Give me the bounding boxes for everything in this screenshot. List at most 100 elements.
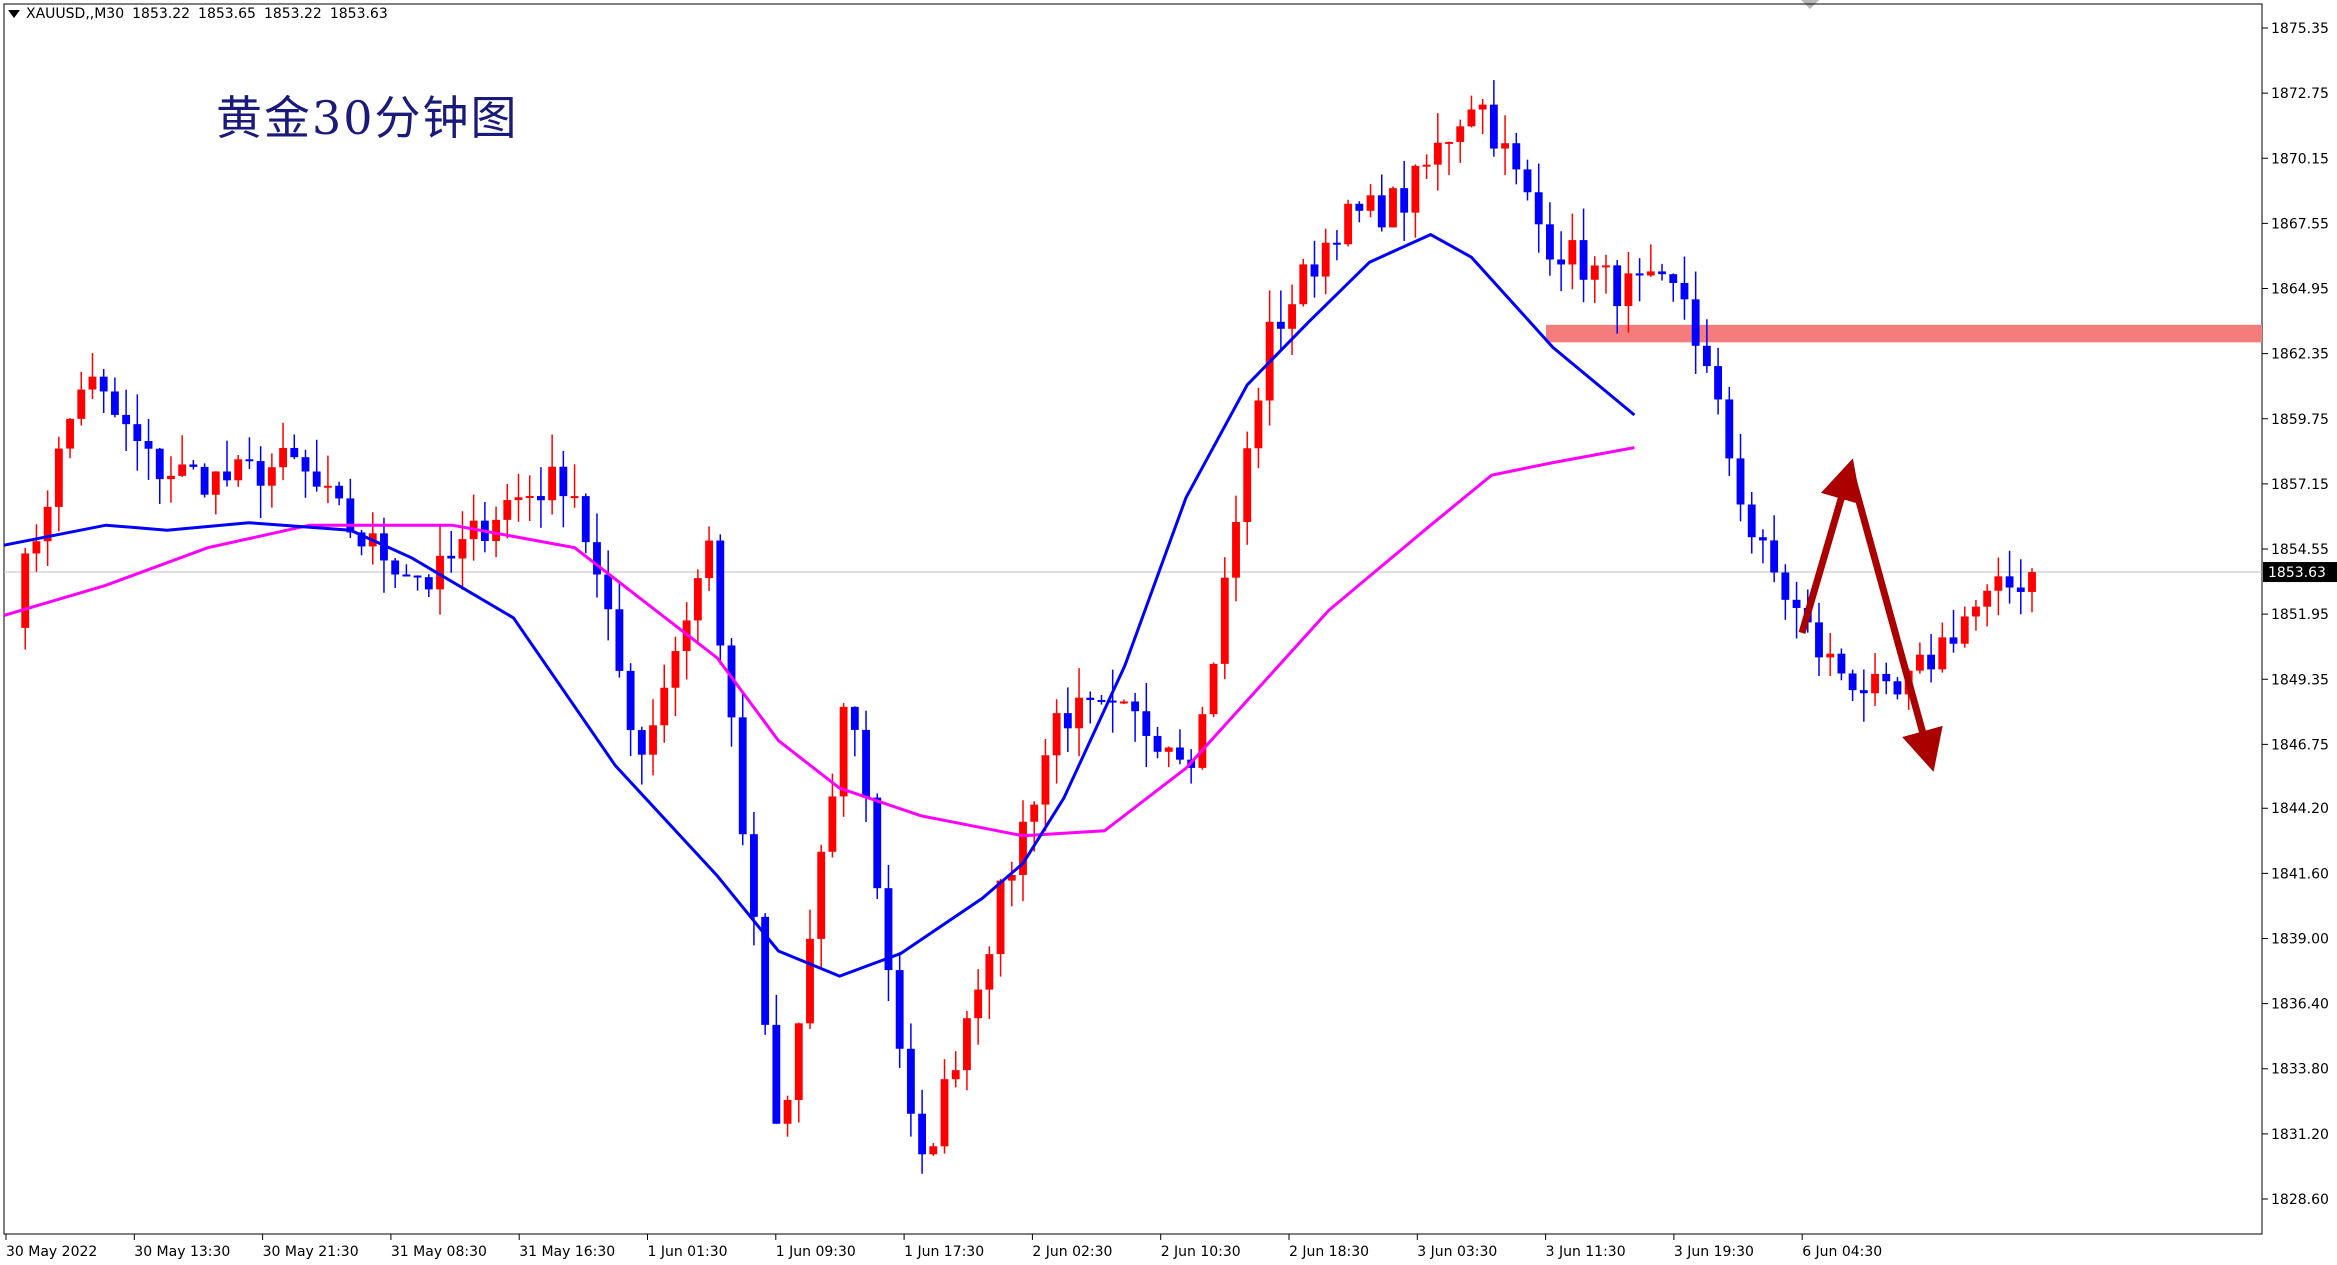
x-tick-label: 3 Jun 11:30 <box>1546 1244 1626 1260</box>
x-tick-label: 30 May 13:30 <box>134 1244 230 1260</box>
y-tick-label: 1872.75 <box>2271 86 2329 102</box>
candle-body <box>929 1146 938 1155</box>
candle-body <box>716 540 725 646</box>
candle-body <box>951 1070 960 1080</box>
candle-body <box>43 506 52 542</box>
y-tick-label: 1839.00 <box>2271 931 2329 947</box>
candle-body <box>1669 274 1678 283</box>
x-tick-label: 2 Jun 18:30 <box>1289 1244 1369 1260</box>
x-tick-label: 2 Jun 10:30 <box>1161 1244 1241 1260</box>
candle-body <box>626 670 635 731</box>
candle-body <box>1646 271 1655 276</box>
candle-body <box>1983 590 1992 607</box>
candle-body <box>1164 747 1173 752</box>
candle-body <box>413 575 422 578</box>
candle-body <box>312 471 321 487</box>
candle-body <box>1759 537 1767 541</box>
candle-body <box>1019 821 1027 875</box>
candle-body <box>1770 540 1779 573</box>
y-tick-label: 1833.80 <box>2271 1062 2329 1078</box>
candle-body <box>1063 713 1072 729</box>
x-tick-label: 3 Jun 19:30 <box>1674 1244 1754 1260</box>
candle-body <box>850 706 859 730</box>
candle-body <box>536 495 545 501</box>
resistance-zone <box>1546 324 2262 343</box>
candle-body <box>189 464 198 467</box>
candle-body <box>1714 366 1723 400</box>
candle-body <box>88 376 97 390</box>
x-tick-label: 30 May 21:30 <box>263 1244 359 1260</box>
candle-body <box>1927 654 1936 670</box>
arrow-up <box>1798 458 1862 634</box>
candle-body <box>693 578 702 621</box>
candle-body <box>873 797 882 889</box>
candle-body <box>1377 195 1386 228</box>
candle-body <box>1837 653 1846 674</box>
candle-body <box>660 687 669 726</box>
candle-body <box>223 471 231 481</box>
candle-body <box>458 539 467 559</box>
candle-body <box>122 414 131 425</box>
candle-body <box>604 574 613 610</box>
candle-body <box>705 540 714 579</box>
candle-body <box>211 471 220 495</box>
y-tick-label: 1875.35 <box>2271 21 2329 37</box>
candle-body <box>839 706 848 797</box>
candle-body <box>1299 264 1308 305</box>
candle-body <box>1736 458 1745 505</box>
y-tick-label: 1864.95 <box>2271 282 2329 298</box>
candle-body <box>1826 653 1835 658</box>
y-tick-label: 1836.40 <box>2271 997 2329 1013</box>
symbol-label: XAUUSD,,M30 <box>26 6 125 22</box>
ma-fast-line <box>3 232 1636 978</box>
y-tick-label: 1851.95 <box>2271 607 2329 623</box>
candle-body <box>570 496 579 499</box>
candle-body <box>1725 399 1734 459</box>
candle-body <box>2016 587 2025 592</box>
candle-body <box>525 495 534 498</box>
candle-body <box>985 954 994 990</box>
candle-body <box>649 725 657 755</box>
candle-body <box>1815 622 1823 658</box>
candle-body <box>110 391 119 415</box>
candle-body <box>1389 188 1397 228</box>
candle-body <box>357 532 366 547</box>
y-tick-label: 1857.15 <box>2271 477 2329 493</box>
candle-body <box>178 464 187 476</box>
candle-body <box>1960 616 1969 644</box>
candle-body <box>593 542 601 575</box>
candle-body <box>671 651 680 688</box>
candle-body <box>2028 572 2036 592</box>
candle-body <box>1489 104 1498 149</box>
candle-body <box>996 880 1005 955</box>
candle-body <box>1972 606 1980 617</box>
candle-body <box>155 448 164 480</box>
menu-triangle-icon[interactable] <box>8 10 20 18</box>
candle-body <box>1994 576 2003 591</box>
candle-body <box>1411 165 1420 213</box>
chart-header: XAUUSD,,M30 1853.22 1853.65 1853.22 1853.63 <box>8 6 396 22</box>
ma-slow-line <box>3 446 1635 838</box>
y-tick-label: 1841.60 <box>2271 866 2329 882</box>
candle-body <box>1288 304 1296 329</box>
candle-body <box>1848 673 1857 691</box>
candle-body <box>1007 874 1016 881</box>
candle-body <box>1131 701 1140 712</box>
candle-body <box>1344 203 1353 245</box>
candle-body <box>637 730 646 755</box>
x-tick-label: 2 Jun 02:30 <box>1032 1244 1112 1260</box>
candle-body <box>1882 673 1891 682</box>
candle-body <box>1176 747 1184 760</box>
candle-body <box>436 555 444 590</box>
candle-body <box>1153 735 1162 752</box>
candle-body <box>1108 700 1117 703</box>
candle-body <box>1445 141 1453 144</box>
candle-body <box>402 574 411 577</box>
candle-body <box>862 729 870 798</box>
candle-body <box>424 577 433 590</box>
high-value: 1853.65 <box>198 6 256 22</box>
candle-body <box>1568 240 1577 265</box>
candle-body <box>963 1018 971 1071</box>
candle-body <box>1859 690 1868 694</box>
